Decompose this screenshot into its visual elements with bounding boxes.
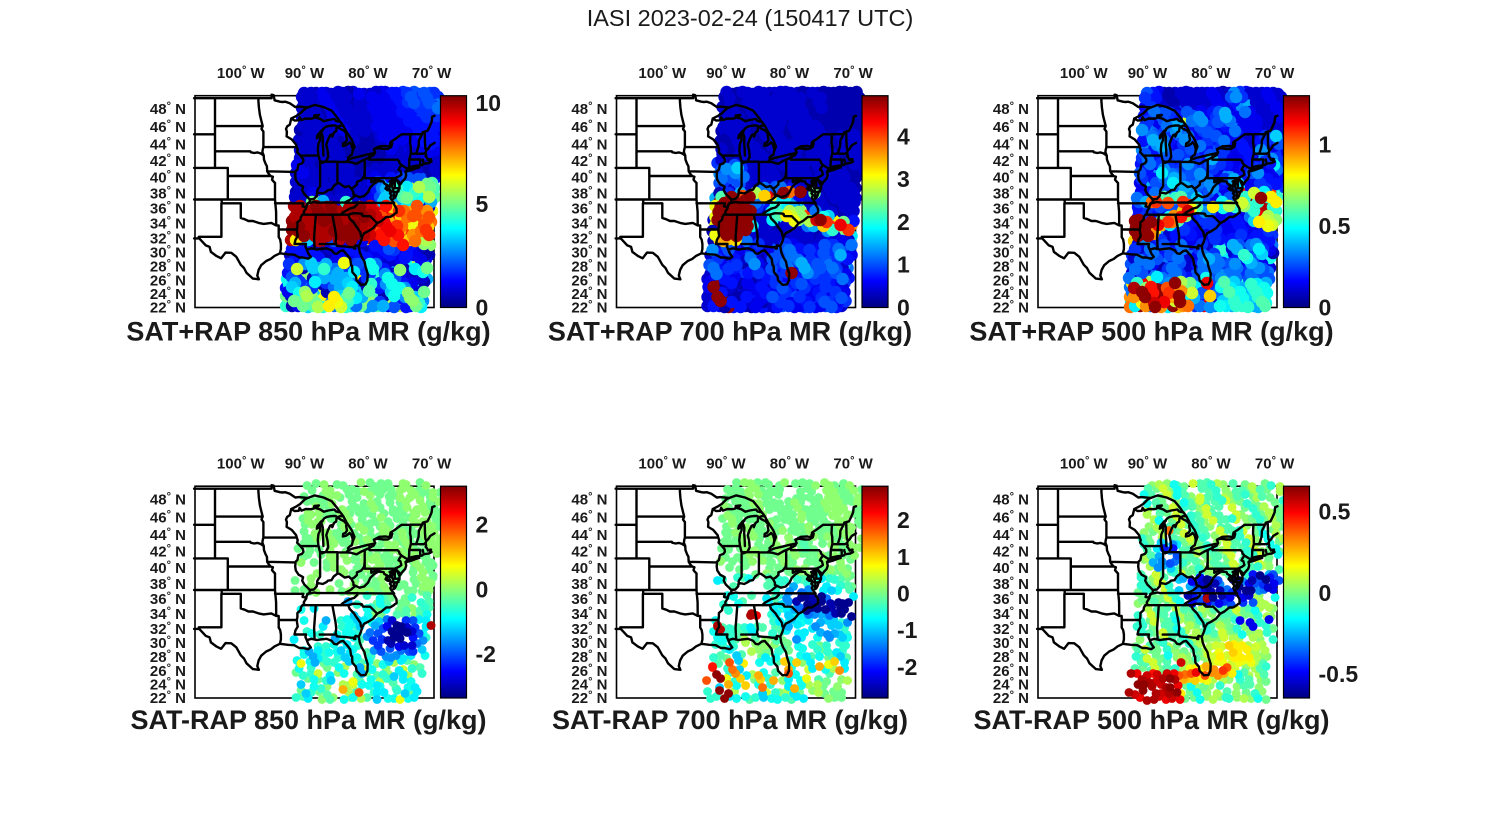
svg-text:0: 0 xyxy=(1319,580,1332,606)
svg-text:2: 2 xyxy=(897,507,910,533)
svg-text:0.5: 0.5 xyxy=(1319,213,1351,239)
svg-text:SAT-RAP 500 hPa MR (g/kg): SAT-RAP 500 hPa MR (g/kg) xyxy=(973,705,1329,735)
svg-text:SAT+RAP 850 hPa MR (g/kg): SAT+RAP 850 hPa MR (g/kg) xyxy=(126,317,490,347)
svg-text:10: 10 xyxy=(476,90,502,116)
svg-text:-2: -2 xyxy=(897,654,917,680)
svg-text:-0.5: -0.5 xyxy=(1319,661,1359,687)
svg-text:IASI 2023-02-24 (150417 UTC): IASI 2023-02-24 (150417 UTC) xyxy=(587,5,914,31)
svg-text:SAT+RAP 500 hPa MR (g/kg): SAT+RAP 500 hPa MR (g/kg) xyxy=(969,317,1333,347)
svg-text:0: 0 xyxy=(897,581,910,607)
svg-text:5: 5 xyxy=(476,191,489,217)
svg-text:0: 0 xyxy=(897,295,910,321)
svg-text:0: 0 xyxy=(1319,295,1332,321)
svg-text:0.5: 0.5 xyxy=(1319,498,1351,524)
svg-text:0: 0 xyxy=(476,295,489,321)
svg-text:3: 3 xyxy=(897,166,910,192)
svg-text:1: 1 xyxy=(1319,132,1332,158)
svg-text:1: 1 xyxy=(897,252,910,278)
svg-text:-1: -1 xyxy=(897,617,918,643)
svg-text:SAT-RAP 850 hPa MR (g/kg): SAT-RAP 850 hPa MR (g/kg) xyxy=(130,705,486,735)
svg-text:-2: -2 xyxy=(476,641,496,667)
svg-text:0: 0 xyxy=(476,576,489,602)
svg-text:2: 2 xyxy=(476,512,489,538)
svg-text:SAT-RAP 700 hPa MR (g/kg): SAT-RAP 700 hPa MR (g/kg) xyxy=(552,705,908,735)
svg-text:2: 2 xyxy=(897,209,910,235)
svg-text:SAT+RAP 700 hPa MR (g/kg): SAT+RAP 700 hPa MR (g/kg) xyxy=(548,317,912,347)
svg-text:1: 1 xyxy=(897,544,910,570)
svg-text:4: 4 xyxy=(897,123,910,149)
